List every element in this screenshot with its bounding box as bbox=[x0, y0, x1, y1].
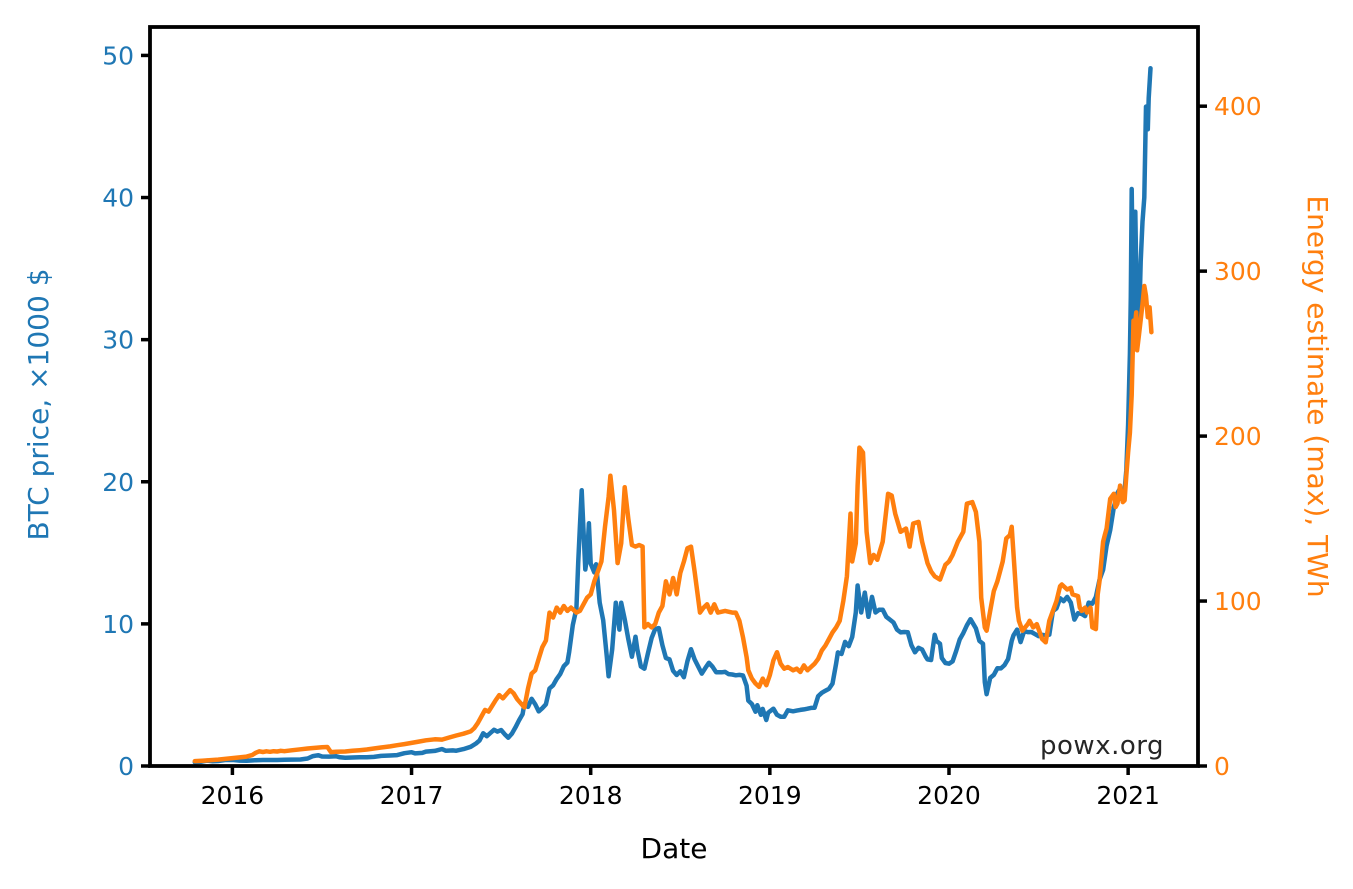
x-axis-tick-label: 2019 bbox=[738, 781, 802, 810]
x-axis-tick-label: 2017 bbox=[380, 781, 444, 810]
y-left-tick-label: 0 bbox=[118, 752, 134, 781]
watermark-powx-org: powx.org bbox=[1040, 731, 1164, 761]
y-right-tick-label: 100 bbox=[1214, 587, 1262, 616]
y-left-tick-label: 40 bbox=[102, 184, 134, 213]
x-axis-tick-label: 2020 bbox=[917, 781, 981, 810]
x-axis-tick-label: 2018 bbox=[559, 781, 623, 810]
y-left-tick-label: 50 bbox=[102, 41, 134, 70]
y-right-tick-label: 300 bbox=[1214, 257, 1262, 286]
energy-estimate-line bbox=[192, 283, 1154, 764]
y-right-tick-label: 400 bbox=[1214, 92, 1262, 121]
y-left-tick-label: 30 bbox=[102, 326, 134, 355]
y-right-tick-label: 200 bbox=[1214, 422, 1262, 451]
y-left-tick-label: 10 bbox=[102, 610, 134, 639]
y-right-tick-label: 0 bbox=[1214, 752, 1230, 781]
right-axis-title: Energy estimate (max), TWh bbox=[1301, 195, 1334, 597]
x-axis-tick-label: 2016 bbox=[201, 781, 265, 810]
plot-spines bbox=[148, 25, 1200, 768]
x-axis-tick-label: 2021 bbox=[1096, 781, 1160, 810]
x-axis-title: Date bbox=[641, 832, 708, 865]
y-left-tick-label: 20 bbox=[102, 468, 134, 497]
series-layer bbox=[192, 65, 1154, 765]
left-axis-title: BTC price, ×1000 $ bbox=[22, 268, 55, 540]
btc-price-line bbox=[192, 65, 1153, 765]
